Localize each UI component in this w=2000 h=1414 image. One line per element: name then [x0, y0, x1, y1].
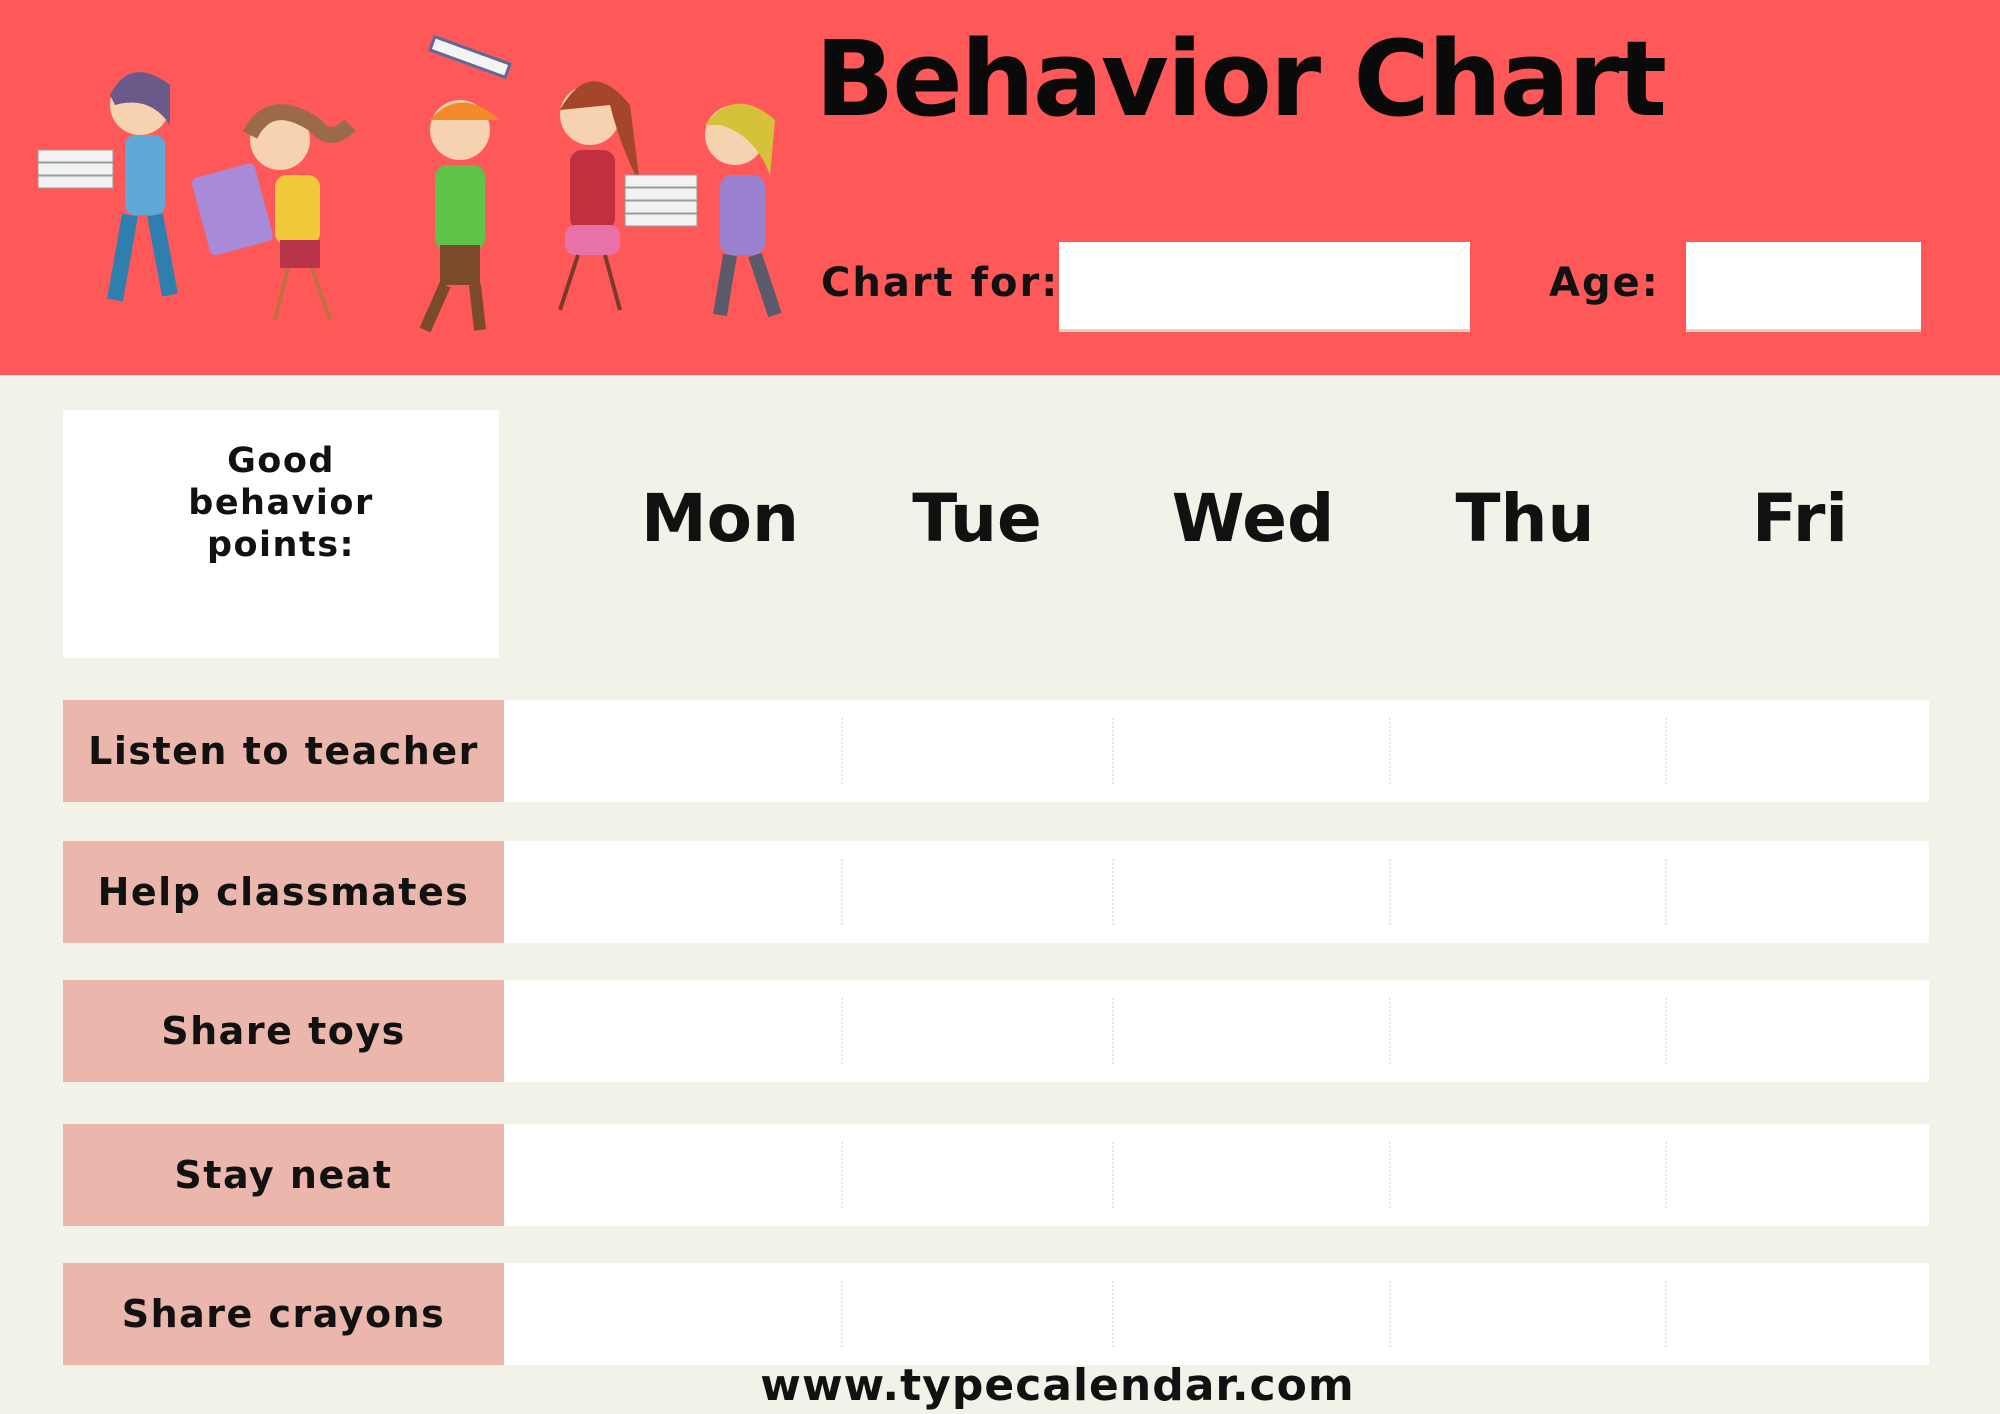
- day-cell-tue[interactable]: [841, 1124, 1112, 1226]
- behavior-row: Share crayons: [63, 1263, 1929, 1365]
- cell-divider: [1665, 998, 1667, 1064]
- behavior-label: Stay neat: [63, 1124, 504, 1226]
- day-cell-mon[interactable]: [504, 1263, 841, 1365]
- day-cell-thu[interactable]: [1389, 1124, 1665, 1226]
- day-cell-fri[interactable]: [1665, 700, 1929, 802]
- behavior-label: Listen to teacher: [63, 700, 504, 802]
- children-illustration: [37, 35, 782, 333]
- behavior-label: Share crayons: [63, 1263, 504, 1365]
- day-cell-wed[interactable]: [1112, 980, 1389, 1082]
- day-cell-wed[interactable]: [1112, 1263, 1389, 1365]
- behavior-row: Listen to teacher: [63, 700, 1929, 802]
- cell-divider: [1389, 1281, 1391, 1347]
- cell-divider: [841, 998, 843, 1064]
- child-2: [192, 104, 356, 321]
- cell-divider: [1665, 718, 1667, 784]
- day-cell-fri[interactable]: [1665, 1124, 1929, 1226]
- cell-divider: [1112, 718, 1114, 784]
- cell-divider: [1112, 998, 1114, 1064]
- day-cell-mon[interactable]: [504, 1124, 841, 1226]
- cell-divider: [1389, 859, 1391, 925]
- cell-divider: [1112, 859, 1114, 925]
- day-cell-thu[interactable]: [1389, 980, 1665, 1082]
- child-3: [419, 35, 512, 333]
- good-behavior-points-label: Good behavior points:: [188, 441, 374, 565]
- chart-for-field[interactable]: [1059, 242, 1470, 332]
- day-cell-wed[interactable]: [1112, 1124, 1389, 1226]
- child-1: [37, 72, 178, 302]
- day-cell-fri[interactable]: [1665, 980, 1929, 1082]
- cell-divider: [841, 1142, 843, 1208]
- page-title: Behavior Chart: [815, 18, 1667, 140]
- cell-divider: [841, 1281, 843, 1347]
- behavior-row: Share toys: [63, 980, 1929, 1082]
- day-cell-wed[interactable]: [1112, 700, 1389, 802]
- age-field[interactable]: [1686, 242, 1921, 332]
- day-cell-fri[interactable]: [1665, 1263, 1929, 1365]
- chart-for-label: Chart for:: [821, 260, 1060, 306]
- day-header-wed: Wed: [1171, 480, 1335, 557]
- cell-divider: [841, 859, 843, 925]
- cell-divider: [841, 718, 843, 784]
- day-cell-mon[interactable]: [504, 700, 841, 802]
- day-cell-thu[interactable]: [1389, 841, 1665, 943]
- child-4: [558, 81, 640, 311]
- behavior-label: Help classmates: [63, 841, 504, 943]
- day-header-thu: Thu: [1455, 480, 1595, 557]
- day-cell-mon[interactable]: [504, 980, 841, 1082]
- cell-divider: [1665, 1281, 1667, 1347]
- day-header-mon: Mon: [640, 480, 800, 557]
- day-cell-mon[interactable]: [504, 841, 841, 943]
- day-cell-tue[interactable]: [841, 980, 1112, 1082]
- cell-divider: [1665, 1142, 1667, 1208]
- day-cell-tue[interactable]: [841, 700, 1112, 802]
- day-cell-wed[interactable]: [1112, 841, 1389, 943]
- cell-divider: [1665, 859, 1667, 925]
- cell-divider: [1389, 718, 1391, 784]
- behavior-row: Stay neat: [63, 1124, 1929, 1226]
- good-behavior-points-box[interactable]: Good behavior points:: [63, 410, 499, 658]
- day-cell-thu[interactable]: [1389, 700, 1665, 802]
- day-cell-fri[interactable]: [1665, 841, 1929, 943]
- day-header-fri: Fri: [1751, 480, 1849, 557]
- behavior-label: Share toys: [63, 980, 504, 1082]
- cell-divider: [1112, 1281, 1114, 1347]
- cell-divider: [1389, 1142, 1391, 1208]
- age-label: Age:: [1549, 260, 1660, 306]
- header-banner: Behavior Chart Chart for: Age:: [0, 0, 2000, 375]
- child-5: [624, 103, 782, 318]
- day-cell-tue[interactable]: [841, 841, 1112, 943]
- day-cell-tue[interactable]: [841, 1263, 1112, 1365]
- website-footer: www.typecalendar.com: [760, 1360, 1355, 1411]
- behavior-row: Help classmates: [63, 841, 1929, 943]
- cell-divider: [1389, 998, 1391, 1064]
- cell-divider: [1112, 1142, 1114, 1208]
- day-header-tue: Tue: [912, 480, 1042, 557]
- day-cell-thu[interactable]: [1389, 1263, 1665, 1365]
